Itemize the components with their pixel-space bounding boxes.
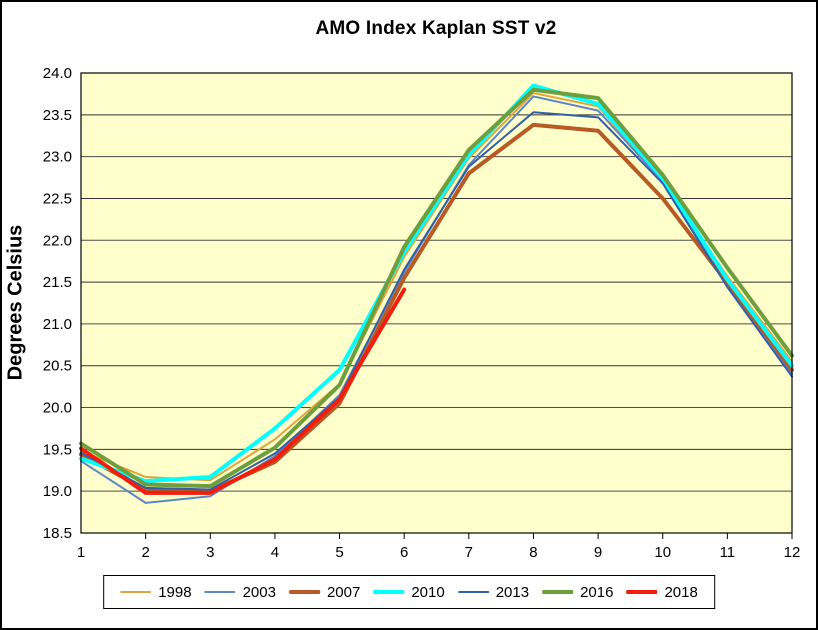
x-tick-label: 2 xyxy=(141,544,149,561)
legend-item-2013: 2013 xyxy=(457,583,530,601)
x-tick-label: 1 xyxy=(77,544,85,561)
x-tick-label: 7 xyxy=(465,544,473,561)
x-tick-label: 3 xyxy=(206,544,214,561)
legend-year-label: 2003 xyxy=(242,583,276,601)
legend-swatch-2003 xyxy=(204,591,236,593)
legend: 1998 2003 2007 2010 2013 2016 2018 xyxy=(103,575,715,609)
legend-swatch-2007 xyxy=(288,590,320,594)
legend-item-2010: 2010 xyxy=(373,583,445,601)
plot-background xyxy=(81,73,792,533)
legend-item-1998: 1998 xyxy=(120,583,192,601)
legend-year-label: 1998 xyxy=(158,583,192,601)
y-tick-label: 23.5 xyxy=(43,107,72,124)
x-tick-label: 6 xyxy=(400,544,408,561)
y-tick-label: 24.0 xyxy=(43,65,72,82)
legend-swatch-2018 xyxy=(626,590,658,594)
legend-swatch-1998 xyxy=(120,591,152,593)
series-line-2010 xyxy=(79,83,794,484)
x-tick-label: 10 xyxy=(654,544,671,561)
chart-title: AMO Index Kaplan SST v2 xyxy=(315,18,557,39)
legend-year-label: 2013 xyxy=(495,583,530,601)
legend-swatch-2016 xyxy=(542,590,574,594)
legend-item-2018: 2018 xyxy=(626,583,698,601)
legend-year-label: 2007 xyxy=(326,583,361,601)
legend-item-2007: 2007 xyxy=(288,583,361,601)
legend-swatch-2010 xyxy=(373,590,405,594)
y-tick-label: 18.5 xyxy=(43,525,72,542)
legend-item-2003: 2003 xyxy=(204,583,276,601)
x-tick-label: 9 xyxy=(594,544,602,561)
y-tick-label: 21.5 xyxy=(43,274,72,291)
y-tick-label: 19.0 xyxy=(43,483,72,500)
y-tick-label: 22.0 xyxy=(43,232,72,249)
y-tick-label: 21.0 xyxy=(43,316,72,333)
y-tick-label: 19.5 xyxy=(43,441,72,458)
y-tick-label: 22.5 xyxy=(43,190,72,207)
series-line-2013 xyxy=(80,111,793,491)
x-tick-label: 5 xyxy=(335,544,343,561)
legend-year-label: 2018 xyxy=(664,583,698,601)
x-tick-label: 11 xyxy=(720,544,736,561)
y-tick-label: 23.0 xyxy=(43,149,72,166)
legend-item-2016: 2016 xyxy=(542,584,613,601)
x-tick-label: 12 xyxy=(784,544,801,561)
legend-swatch-2013 xyxy=(457,591,489,593)
plot-border xyxy=(80,72,793,534)
y-tick-label: 20.5 xyxy=(43,358,72,375)
series-line-2018 xyxy=(79,287,407,495)
x-tick-label: 4 xyxy=(271,544,279,561)
series-line-2016 xyxy=(79,87,794,489)
y-tick-label: 20.0 xyxy=(43,400,72,417)
legend-year-label: 2016 xyxy=(580,583,614,601)
x-tick-label: 8 xyxy=(529,544,537,561)
legend-year-label: 2010 xyxy=(411,583,445,601)
